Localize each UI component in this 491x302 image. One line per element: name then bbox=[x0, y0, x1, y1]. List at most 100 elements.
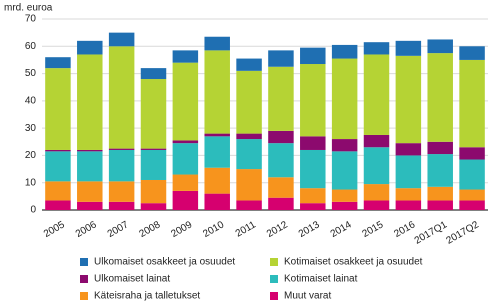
y-tick-label: 50 bbox=[25, 68, 37, 79]
bar-segment bbox=[77, 151, 103, 182]
bar-segment bbox=[45, 151, 71, 182]
bar-segment bbox=[172, 190, 199, 210]
bar-segment bbox=[172, 143, 199, 175]
bar-segment bbox=[300, 64, 326, 137]
bar-segment bbox=[140, 203, 167, 210]
bar-segment bbox=[363, 184, 390, 201]
bar-segment bbox=[77, 201, 103, 210]
y-axis-label: mrd. euroa bbox=[4, 3, 53, 14]
x-tick-label: 2009 bbox=[169, 219, 194, 240]
bar-segment bbox=[427, 141, 453, 155]
x-tick-label: 2010 bbox=[201, 219, 226, 240]
y-tick-label: 30 bbox=[25, 123, 37, 134]
bar-segment bbox=[427, 200, 453, 210]
bar-segment bbox=[363, 147, 390, 185]
bar-segment bbox=[45, 200, 71, 210]
bar-segment bbox=[172, 50, 199, 63]
legend-marker bbox=[270, 258, 278, 266]
x-tick-label: 2017Q1 bbox=[413, 219, 450, 247]
bar-segment bbox=[268, 177, 294, 198]
x-tick-label: 2011 bbox=[234, 219, 259, 239]
y-tick-label: 70 bbox=[25, 14, 37, 25]
bar-segment bbox=[236, 200, 262, 210]
bar-segment bbox=[459, 189, 485, 201]
bar-segment bbox=[331, 151, 358, 190]
bar-segment bbox=[45, 181, 71, 201]
bar-segment bbox=[77, 149, 103, 152]
legend-marker bbox=[270, 275, 278, 283]
bar-segment bbox=[77, 181, 103, 202]
bar-segment bbox=[395, 188, 422, 201]
bar-segment bbox=[108, 148, 135, 150]
bar-segment bbox=[331, 201, 358, 210]
bar-segment bbox=[268, 143, 294, 178]
bar-segment bbox=[140, 68, 167, 80]
bar-segment bbox=[268, 197, 294, 210]
legend-label: Kotimaiset osakkeet ja osuudet bbox=[284, 257, 423, 268]
bar-segment bbox=[45, 68, 71, 150]
x-tick-label: 2008 bbox=[138, 219, 163, 240]
bar-segment bbox=[331, 58, 358, 140]
bar-segment bbox=[140, 149, 167, 180]
x-tick-label: 2014 bbox=[329, 219, 354, 240]
y-tick-label: 40 bbox=[25, 95, 37, 106]
legend-label: Kotimaiset lainat bbox=[284, 274, 358, 285]
bar-segment bbox=[140, 179, 167, 204]
bar-segment bbox=[395, 200, 422, 210]
bar-segment bbox=[268, 130, 294, 144]
legend-label: Muut varat bbox=[284, 291, 331, 302]
bar-segment bbox=[236, 133, 262, 140]
x-tick-label: 2005 bbox=[42, 219, 67, 240]
bar-segment bbox=[363, 200, 390, 210]
x-tick-label: 2006 bbox=[74, 219, 99, 240]
bar-segment bbox=[363, 54, 390, 135]
bar-segment bbox=[108, 181, 135, 202]
bar-segment bbox=[427, 154, 453, 187]
bar-segment bbox=[395, 55, 422, 144]
bar-segment bbox=[204, 193, 230, 210]
bar-segment bbox=[427, 53, 453, 142]
bar-segment bbox=[204, 50, 230, 134]
x-tick-label: 2012 bbox=[265, 219, 290, 240]
bar-segment bbox=[172, 140, 199, 144]
bar-segment bbox=[268, 66, 294, 131]
legend-label: Käteisraha ja talletukset bbox=[94, 291, 200, 302]
bar-segment bbox=[45, 57, 71, 69]
bar-segment bbox=[395, 143, 422, 156]
bar-segment bbox=[300, 188, 326, 204]
bar-segment bbox=[236, 169, 262, 201]
bar-segment bbox=[300, 203, 326, 210]
legend-marker bbox=[80, 275, 88, 283]
bar-segment bbox=[300, 136, 326, 150]
bar-segment bbox=[331, 189, 358, 202]
bar-segment bbox=[331, 44, 358, 59]
x-tick-label: 2007 bbox=[106, 219, 131, 240]
x-tick-label: 2013 bbox=[297, 219, 322, 240]
bar-segment bbox=[300, 149, 326, 189]
bar-segment bbox=[204, 133, 230, 137]
bar-segment bbox=[236, 58, 262, 71]
bar-segment bbox=[204, 36, 230, 51]
bar-segment bbox=[77, 54, 103, 150]
bar-segment bbox=[459, 46, 485, 60]
bar-segment bbox=[108, 32, 135, 47]
bar-segment bbox=[363, 42, 390, 55]
bar-segment bbox=[108, 201, 135, 210]
bar-segment bbox=[268, 50, 294, 67]
bar-segment bbox=[331, 139, 358, 152]
bar-segment bbox=[204, 167, 230, 194]
y-tick-label: 10 bbox=[25, 177, 37, 188]
bar-segment bbox=[459, 59, 485, 148]
y-tick-label: 60 bbox=[25, 41, 37, 52]
bar-segment bbox=[427, 39, 453, 54]
y-tick-label: 20 bbox=[25, 150, 37, 161]
bar-segment bbox=[300, 47, 326, 65]
y-tick-label: 0 bbox=[30, 205, 36, 216]
legend-marker bbox=[80, 292, 88, 300]
bar-segment bbox=[395, 40, 422, 56]
bar-segment bbox=[395, 155, 422, 189]
bar-segment bbox=[459, 147, 485, 160]
bar-segment bbox=[172, 62, 199, 141]
bar-segment bbox=[363, 134, 390, 148]
